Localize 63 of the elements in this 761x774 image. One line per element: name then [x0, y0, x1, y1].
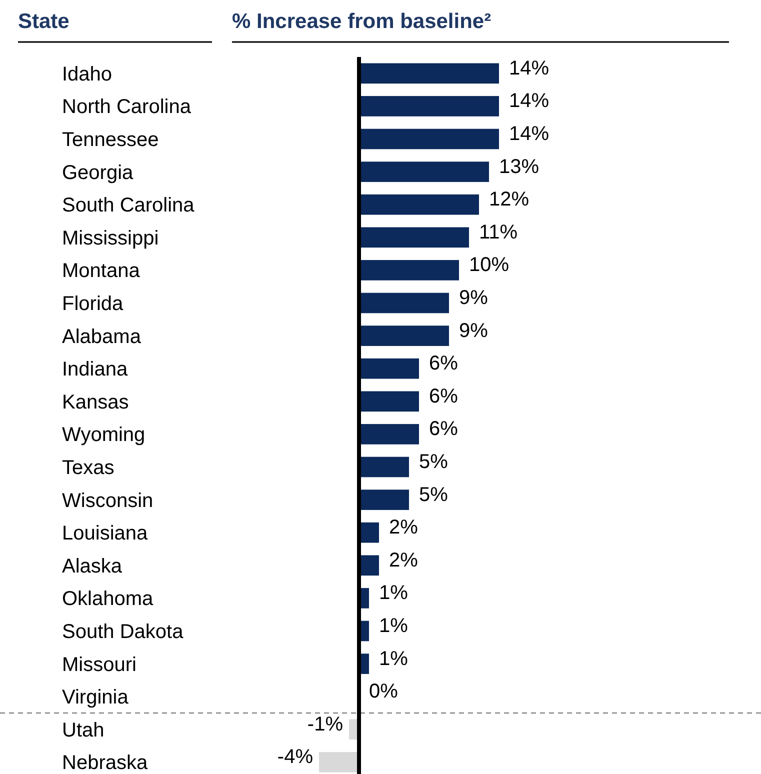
y-tick-label: Wyoming	[62, 424, 146, 446]
data-label: -4%	[277, 746, 314, 768]
y-tick-label: Alaska	[62, 555, 123, 578]
y-tick-label: South Dakota	[62, 621, 184, 643]
data-label: 1%	[379, 615, 408, 637]
y-tick-label: Indiana	[62, 358, 128, 381]
bar	[359, 424, 419, 444]
y-axis-title: State	[18, 10, 70, 33]
bar	[359, 391, 419, 412]
bar	[359, 326, 449, 346]
y-tick-label: Alabama	[62, 326, 142, 348]
bar	[359, 260, 459, 280]
data-label: 2%	[389, 549, 418, 572]
y-tick-label: South Carolina	[62, 194, 196, 217]
y-tick-label: North Carolina	[62, 96, 192, 118]
y-tick-label: Nebraska	[62, 752, 148, 774]
bar	[359, 194, 479, 215]
y-tick-label: Mississippi	[62, 227, 159, 250]
data-label: 1%	[379, 582, 408, 604]
data-label: 2%	[389, 516, 418, 539]
bar	[319, 752, 359, 772]
y-tick-label: Idaho	[62, 63, 112, 86]
y-tick-label: Louisiana	[62, 522, 148, 545]
x-axis-title: % Increase from baseline²	[232, 10, 492, 33]
bar	[359, 96, 499, 116]
bar	[359, 292, 449, 314]
data-label: 0%	[369, 680, 398, 703]
y-tick-label: Montana	[62, 260, 141, 282]
y-tick-label: Oklahoma	[62, 588, 154, 610]
bar	[359, 128, 499, 150]
data-label: 14%	[509, 90, 550, 112]
data-label: 14%	[509, 123, 550, 145]
data-label: 9%	[459, 320, 488, 342]
bar	[359, 522, 379, 543]
bar	[359, 63, 499, 84]
y-tick-label: Texas	[62, 457, 114, 479]
data-label: -1%	[307, 713, 344, 736]
data-label: 6%	[429, 352, 458, 375]
y-tick-label: Florida	[62, 293, 124, 315]
data-label: 10%	[469, 254, 510, 276]
y-tick-label: Missouri	[62, 654, 136, 676]
data-label: 5%	[419, 484, 448, 506]
y-tick-label: Georgia	[62, 162, 134, 184]
bar	[359, 456, 409, 478]
bar	[359, 358, 419, 379]
bar	[359, 162, 489, 182]
data-label: 6%	[429, 418, 458, 440]
data-label: 9%	[459, 287, 488, 309]
bar	[359, 227, 469, 248]
data-label: 1%	[379, 648, 408, 670]
y-tick-label: Virginia	[62, 686, 130, 709]
data-label: 6%	[429, 385, 458, 408]
y-tick-label: Utah	[62, 719, 104, 742]
data-label: 13%	[499, 156, 540, 178]
data-label: 11%	[479, 221, 518, 244]
y-tick-label: Wisconsin	[62, 490, 154, 512]
y-tick-label: Kansas	[62, 391, 129, 414]
bar	[359, 555, 379, 576]
y-tick-label: Tennessee	[62, 129, 159, 151]
data-label: 5%	[419, 451, 448, 473]
data-label: 12%	[489, 188, 530, 211]
bar	[359, 490, 409, 510]
data-label: 14%	[509, 57, 550, 80]
